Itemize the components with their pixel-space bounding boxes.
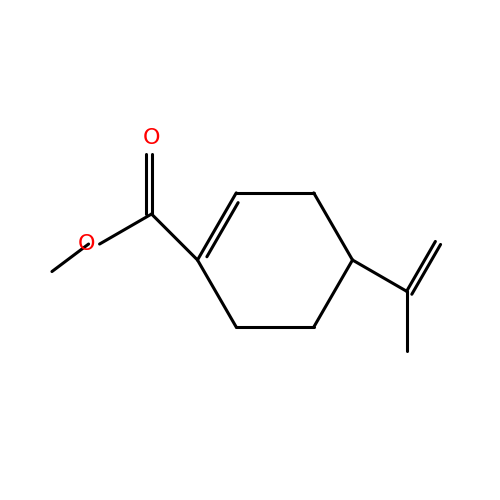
Text: O: O xyxy=(143,128,160,148)
Text: O: O xyxy=(78,234,96,254)
